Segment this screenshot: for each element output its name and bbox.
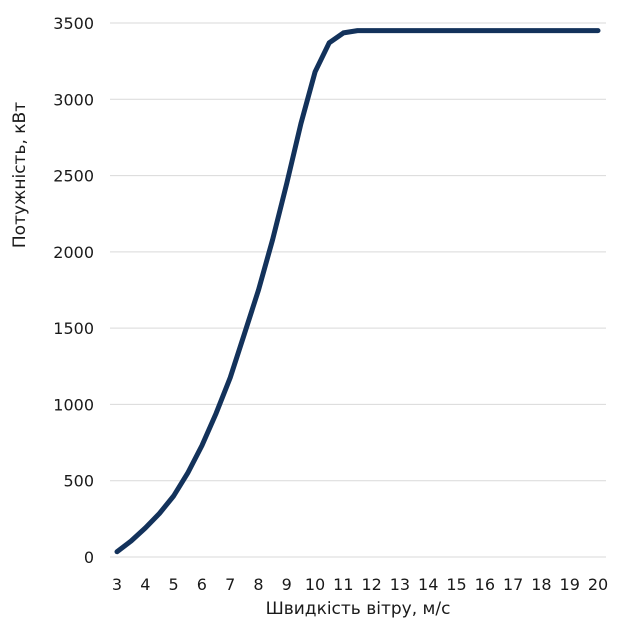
x-tick-label: 8 [253,575,263,594]
x-tick-label: 16 [475,575,495,594]
x-tick-label: 5 [168,575,178,594]
y-tick-label: 2000 [53,243,94,262]
y-tick-label: 0 [84,548,94,567]
gridlines [110,22,606,558]
x-tick-label: 9 [282,575,292,594]
x-tick-label: 11 [333,575,353,594]
power-curve-line [114,28,601,555]
x-tick-label: 18 [531,575,551,594]
y-tick-label: 3500 [53,14,94,33]
y-tick-labels: 0 500 1000 1500 2000 2500 3000 3500 [53,14,94,567]
x-tick-labels: 3 4 5 6 7 8 9 10 11 12 13 14 15 16 17 18 19 20 [112,575,608,594]
x-tick-label: 12 [361,575,381,594]
x-tick-label: 6 [197,575,207,594]
x-tick-label: 13 [390,575,410,594]
x-tick-label: 4 [140,575,150,594]
x-axis-title: Швидкість вітру, м/с [266,599,451,619]
x-tick-label: 3 [112,575,122,594]
x-tick-label: 7 [225,575,235,594]
y-tick-label: 2500 [53,167,94,186]
y-tick-label: 1000 [53,395,94,414]
y-tick-label: 500 [63,472,94,491]
y-tick-label: 3000 [53,90,94,109]
x-tick-label: 10 [305,575,325,594]
x-tick-label: 14 [418,575,438,594]
x-tick-label: 17 [503,575,523,594]
y-axis-title: Потужність, кВт [10,102,30,248]
x-tick-label: 20 [588,575,608,594]
x-tick-label: 19 [560,575,580,594]
y-tick-label: 1500 [53,319,94,338]
x-tick-label: 15 [446,575,466,594]
